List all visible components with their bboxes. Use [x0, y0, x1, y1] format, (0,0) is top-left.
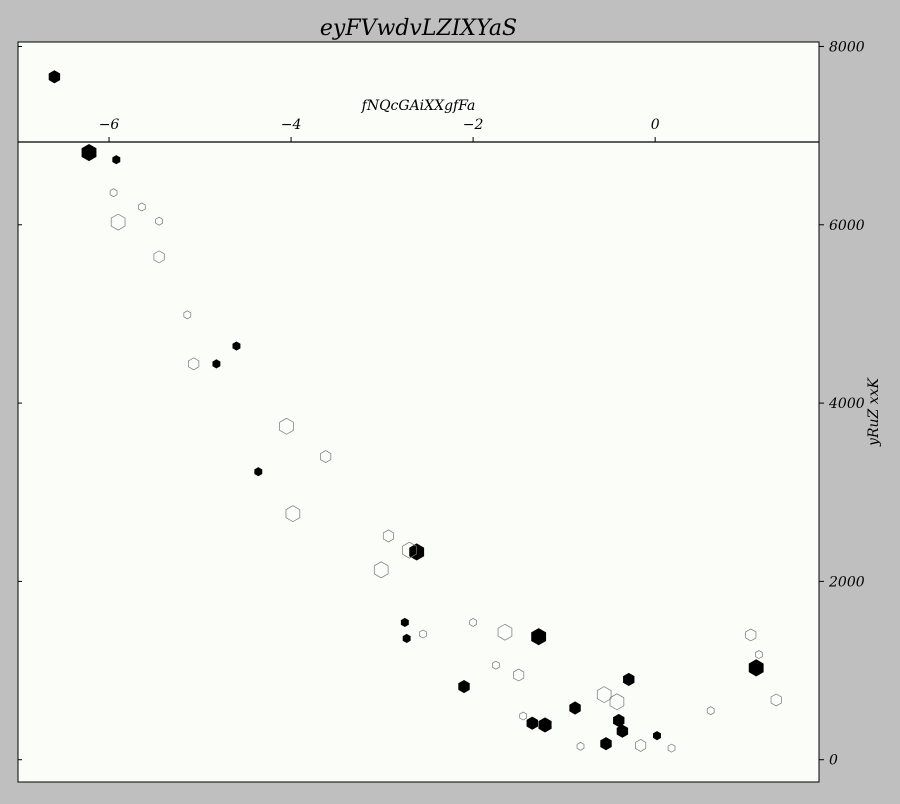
- point-hollow: [285, 505, 301, 523]
- point-hollow: [320, 450, 332, 463]
- point-hollow: [770, 693, 782, 707]
- point-hollow: [492, 660, 500, 670]
- point-hollow: [109, 188, 118, 198]
- x-tick-label: −4: [281, 117, 302, 133]
- point-hollow: [110, 213, 126, 231]
- point-filled: [613, 713, 625, 728]
- x-axis-label: fNQcGAiXXgfFa: [361, 98, 476, 114]
- point-filled: [531, 628, 547, 646]
- x-tick-label: −6: [99, 117, 120, 133]
- point-hollow: [635, 739, 647, 752]
- point-filled: [212, 359, 221, 369]
- point-hollow: [576, 741, 585, 751]
- point-hollow: [419, 629, 427, 639]
- point-hollow: [745, 628, 757, 642]
- point-filled: [748, 659, 764, 677]
- point-hollow: [667, 743, 676, 753]
- point-hollow: [137, 202, 146, 212]
- point-hollow: [513, 668, 525, 682]
- plot-area: [17, 41, 820, 783]
- point-filled: [48, 70, 61, 84]
- point-hollow: [706, 706, 715, 716]
- point-hollow: [402, 541, 417, 559]
- point-hollow: [519, 711, 527, 721]
- point-filled: [402, 633, 411, 644]
- point-filled: [254, 467, 263, 477]
- point-filled: [623, 672, 635, 687]
- point-filled: [653, 731, 661, 741]
- point-filled: [526, 716, 538, 730]
- point-filled: [112, 155, 121, 165]
- y-tick-label: 0: [829, 753, 838, 769]
- point-hollow: [155, 216, 163, 226]
- point-filled: [600, 737, 612, 751]
- point-filled: [400, 617, 409, 627]
- y-tick-label: 6000: [829, 218, 865, 234]
- y-tick-label: 4000: [828, 396, 865, 412]
- point-hollow: [373, 561, 389, 579]
- point-filled: [81, 143, 97, 162]
- y-axis-label: yRuZ xxK: [866, 377, 882, 447]
- point-hollow: [469, 618, 477, 627]
- point-filled: [538, 717, 552, 733]
- point-filled: [616, 724, 629, 738]
- y-tick-label: 2000: [828, 574, 865, 590]
- x-tick-label: −2: [463, 117, 484, 133]
- point-hollow: [188, 357, 200, 371]
- scatter-points: [48, 70, 782, 753]
- x-axis-ticks: −6 −4 −2 0: [99, 117, 660, 142]
- y-axis-ticks: 0 2000 4000 6000 8000: [18, 39, 865, 769]
- point-hollow: [609, 693, 625, 711]
- point-hollow: [596, 686, 612, 704]
- point-hollow: [497, 623, 513, 641]
- y-tick-label: 8000: [829, 39, 865, 55]
- point-filled: [458, 680, 470, 694]
- point-filled: [569, 701, 581, 715]
- point-hollow: [153, 250, 165, 264]
- x-tick-label: 0: [651, 117, 660, 133]
- point-hollow: [755, 650, 763, 659]
- point-hollow: [183, 310, 192, 320]
- point-hollow: [382, 529, 395, 543]
- point-hollow: [279, 417, 294, 435]
- point-filled: [232, 341, 241, 351]
- chart-title: eyFVwdvLZIXYaS: [320, 16, 517, 41]
